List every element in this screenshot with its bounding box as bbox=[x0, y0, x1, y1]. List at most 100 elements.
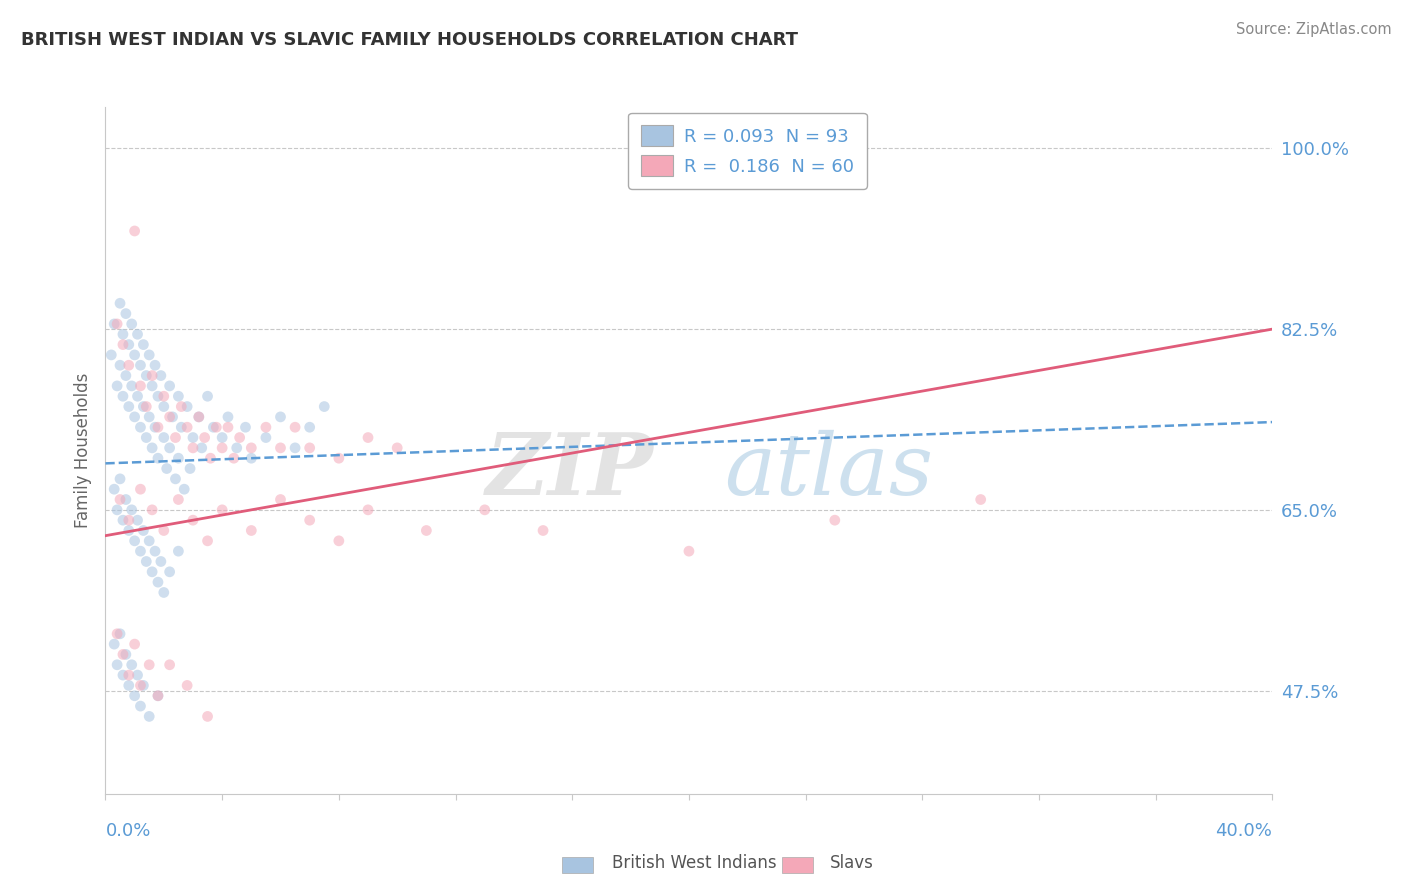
Point bbox=[121, 657, 143, 672]
Point bbox=[187, 409, 209, 424]
Point bbox=[254, 420, 277, 434]
Point bbox=[146, 420, 169, 434]
Point bbox=[170, 400, 193, 414]
Point bbox=[235, 420, 257, 434]
Point bbox=[127, 327, 149, 342]
Point bbox=[153, 400, 174, 414]
Point bbox=[100, 348, 122, 362]
Point bbox=[284, 441, 307, 455]
Point bbox=[138, 657, 160, 672]
Point bbox=[211, 503, 233, 517]
Point bbox=[200, 451, 222, 466]
Point bbox=[284, 420, 307, 434]
Point bbox=[357, 503, 380, 517]
Point bbox=[135, 431, 157, 445]
Point bbox=[135, 554, 157, 568]
Point bbox=[181, 513, 204, 527]
Point bbox=[108, 358, 131, 372]
Point bbox=[135, 400, 157, 414]
Point bbox=[141, 441, 163, 455]
Legend: R = 0.093  N = 93, R =  0.186  N = 60: R = 0.093 N = 93, R = 0.186 N = 60 bbox=[628, 112, 866, 188]
Point bbox=[240, 524, 263, 538]
Point bbox=[225, 441, 247, 455]
Point bbox=[254, 431, 277, 445]
Point bbox=[138, 409, 160, 424]
Point bbox=[167, 544, 190, 558]
Point bbox=[111, 389, 134, 403]
Point bbox=[222, 451, 245, 466]
Point bbox=[328, 451, 350, 466]
Point bbox=[167, 389, 190, 403]
Point bbox=[197, 709, 219, 723]
Point bbox=[969, 492, 991, 507]
Point bbox=[153, 585, 174, 599]
Point bbox=[115, 648, 138, 662]
Point bbox=[105, 379, 128, 393]
Point bbox=[129, 699, 152, 714]
Point bbox=[162, 409, 184, 424]
Point bbox=[269, 441, 292, 455]
Point bbox=[108, 627, 131, 641]
Point bbox=[118, 524, 141, 538]
Point bbox=[118, 400, 141, 414]
Text: Slavs: Slavs bbox=[830, 855, 873, 872]
Point bbox=[124, 348, 146, 362]
Point bbox=[129, 678, 152, 692]
Point bbox=[118, 678, 141, 692]
Point bbox=[197, 389, 219, 403]
Point bbox=[105, 317, 128, 331]
Point bbox=[138, 348, 160, 362]
Point bbox=[105, 503, 128, 517]
Point bbox=[176, 400, 198, 414]
Point bbox=[108, 492, 131, 507]
Point bbox=[129, 379, 152, 393]
Point bbox=[176, 420, 198, 434]
Point bbox=[132, 524, 155, 538]
Point bbox=[143, 544, 166, 558]
Point bbox=[143, 358, 166, 372]
Point bbox=[129, 544, 152, 558]
Point bbox=[115, 307, 138, 321]
Point bbox=[132, 678, 155, 692]
Text: BRITISH WEST INDIAN VS SLAVIC FAMILY HOUSEHOLDS CORRELATION CHART: BRITISH WEST INDIAN VS SLAVIC FAMILY HOU… bbox=[21, 31, 799, 49]
Point bbox=[269, 409, 292, 424]
Point bbox=[129, 482, 152, 496]
Point bbox=[190, 441, 212, 455]
Text: 40.0%: 40.0% bbox=[1216, 822, 1272, 840]
Point bbox=[298, 441, 321, 455]
Point bbox=[240, 441, 263, 455]
Point bbox=[124, 637, 146, 651]
Point bbox=[217, 420, 239, 434]
Point bbox=[298, 420, 321, 434]
Point bbox=[103, 482, 125, 496]
Point bbox=[202, 420, 225, 434]
Point bbox=[146, 689, 169, 703]
Point bbox=[153, 431, 174, 445]
Point bbox=[124, 533, 146, 548]
Point bbox=[111, 648, 134, 662]
Y-axis label: Family Households: Family Households bbox=[75, 373, 93, 528]
Point bbox=[159, 379, 181, 393]
Point bbox=[121, 503, 143, 517]
Point bbox=[141, 379, 163, 393]
Point bbox=[474, 503, 496, 517]
Text: ZIP: ZIP bbox=[486, 429, 654, 513]
Point bbox=[156, 461, 179, 475]
Point bbox=[415, 524, 437, 538]
Point bbox=[211, 431, 233, 445]
Point bbox=[181, 431, 204, 445]
Point bbox=[385, 441, 408, 455]
Point bbox=[103, 317, 125, 331]
Point bbox=[159, 565, 181, 579]
Point bbox=[205, 420, 228, 434]
Point bbox=[187, 409, 209, 424]
Point bbox=[118, 668, 141, 682]
Point bbox=[124, 409, 146, 424]
Point bbox=[105, 627, 128, 641]
Point bbox=[146, 689, 169, 703]
Point bbox=[357, 431, 380, 445]
Point bbox=[159, 657, 181, 672]
Text: 0.0%: 0.0% bbox=[105, 822, 150, 840]
Point bbox=[146, 451, 169, 466]
Point bbox=[118, 358, 141, 372]
